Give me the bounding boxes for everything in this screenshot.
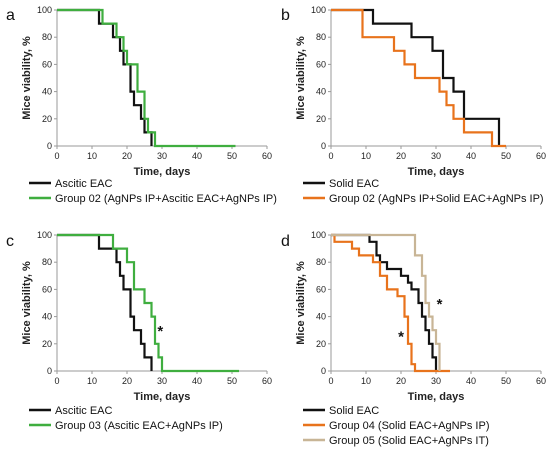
x-tick-label: 50 [227,376,237,386]
x-tick-label: 60 [536,376,546,386]
series-line [57,233,153,371]
panel-letter: a [6,7,15,24]
x-axis-title: Time, days [134,391,191,403]
series-line [331,8,501,146]
y-tick-label: 100 [311,5,326,15]
x-tick-label: 20 [122,376,132,386]
x-tick-label: 30 [431,151,441,161]
x-tick-label: 0 [328,151,333,161]
y-tick-label: 0 [47,366,52,376]
x-axis-title: Time, days [134,166,191,178]
x-tick-label: 60 [262,151,272,161]
series-line [331,8,506,148]
panel-c: c 0 20 40 60 80 100 0 10 20 30 40 50 60 Time, days Mice… [6,230,272,432]
x-tick-label: 40 [192,376,202,386]
y-tick-label: 100 [311,230,326,240]
legend-label: Ascitic EAC [55,405,113,417]
x-tick-label: 0 [54,376,59,386]
y-tick-label: 60 [316,284,326,294]
y-tick-label: 0 [321,141,326,151]
legend-label: Ascitic EAC [55,178,113,190]
legend-label: Solid EAC [329,178,379,190]
y-tick-label: 40 [316,312,326,322]
panel-b: b 0 20 40 60 80 100 0 10 20 30 40 50 60 Time, days Mice… [281,5,546,205]
x-tick-label: 50 [501,151,511,161]
x-tick-label: 30 [157,151,167,161]
x-tick-label: 20 [396,376,406,386]
y-tick-label: 20 [316,114,326,124]
legend-label: Group 02 (AgNPs IP+Solid EAC+AgNPs IP) [329,193,544,205]
panel-letter: b [281,7,290,24]
x-tick-label: 20 [396,151,406,161]
y-tick-label: 20 [316,339,326,349]
x-tick-label: 30 [431,376,441,386]
y-tick-label: 80 [42,257,52,267]
y-tick-label: 80 [42,32,52,42]
y-axis-title: Mice viability, % [295,261,307,345]
y-tick-label: 20 [42,114,52,124]
series-line [57,8,236,148]
y-tick-label: 100 [37,230,52,240]
y-tick-label: 60 [316,59,326,69]
x-tick-label: 10 [361,376,371,386]
panel-a: a 0 20 40 60 80 100 0 10 20 30 40 50 60 Time, days Mice… [6,5,277,205]
x-tick-label: 30 [157,376,167,386]
y-tick-label: 0 [321,366,326,376]
x-tick-label: 50 [227,151,237,161]
significance-marker: * [398,329,404,346]
x-tick-label: 0 [328,376,333,386]
y-tick-label: 0 [47,141,52,151]
y-tick-label: 40 [316,87,326,97]
x-tick-label: 20 [122,151,132,161]
legend-label: Group 04 (Solid EAC+AgNPs IP) [329,420,490,432]
legend-label: Solid EAC [329,405,379,417]
x-tick-label: 10 [87,376,97,386]
x-tick-label: 60 [262,376,272,386]
legend-label: Group 03 (Ascitic EAC+AgNPs IP) [55,420,223,432]
series-line [331,233,441,371]
y-axis-title: Mice viability, % [295,36,307,120]
x-axis-title: Time, days [408,391,465,403]
legend-label: Group 05 (Solid EAC+AgNPs IT) [329,435,489,447]
panel-letter: c [6,233,14,250]
significance-marker: * [437,296,443,313]
panel-d: d 0 20 40 60 80 100 0 10 20 30 40 50 60 Time, days Mice… [281,230,546,447]
x-tick-label: 40 [466,151,476,161]
y-tick-label: 80 [316,257,326,267]
x-tick-label: 50 [501,376,511,386]
y-axis-title: Mice viability, % [21,261,33,345]
y-tick-label: 40 [42,312,52,322]
y-axis-title: Mice viability, % [21,36,33,120]
y-tick-label: 100 [37,5,52,15]
y-tick-label: 60 [42,59,52,69]
y-tick-label: 40 [42,87,52,97]
series-line [331,233,450,373]
x-tick-label: 10 [361,151,371,161]
legend-label: Group 02 (AgNPs IP+Ascitic EAC+AgNPs IP) [55,193,277,205]
y-tick-label: 60 [42,284,52,294]
panel-letter: d [281,233,290,250]
x-tick-label: 10 [87,151,97,161]
y-tick-label: 20 [42,339,52,349]
y-tick-label: 80 [316,32,326,42]
significance-marker: * [157,323,163,340]
x-tick-label: 0 [54,151,59,161]
series-line [331,233,438,371]
x-tick-label: 40 [192,151,202,161]
x-tick-label: 60 [536,151,546,161]
x-axis-title: Time, days [408,166,465,178]
x-tick-label: 40 [466,376,476,386]
series-line [57,233,239,373]
